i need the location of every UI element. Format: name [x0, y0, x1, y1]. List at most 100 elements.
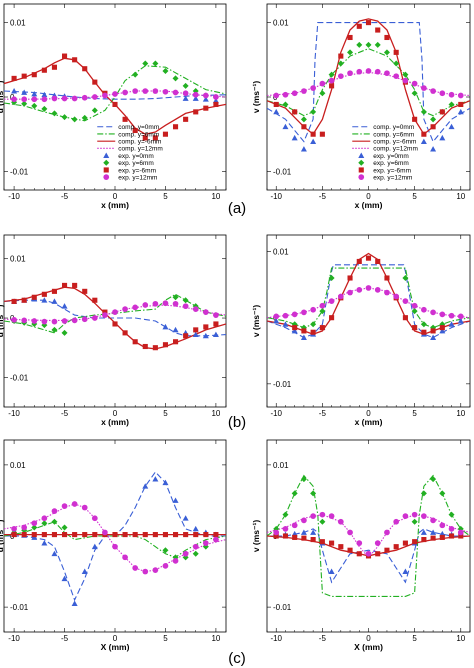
data-point-y0: [142, 483, 149, 489]
data-point-y12: [142, 568, 149, 575]
data-point-yminus6: [132, 532, 138, 538]
data-point-y0: [300, 529, 307, 535]
plot-frame: [3, 234, 227, 408]
x-axis-title: x (mm): [101, 417, 129, 427]
legend-marker-swatch: [358, 174, 365, 181]
legend-marker-swatch: [358, 152, 365, 158]
x-tick-label: 5: [163, 634, 168, 643]
data-point-y12: [310, 85, 316, 91]
data-point-yminus6: [356, 258, 362, 265]
data-point-y0: [328, 568, 335, 574]
data-point-y6: [411, 308, 418, 315]
data-point-yminus6: [122, 116, 128, 122]
data-point-yminus6: [393, 544, 399, 550]
legend-label: comp. y=12mm: [118, 146, 163, 153]
series-points-yminus6: [11, 532, 219, 538]
series-points-yminus6: [11, 53, 219, 141]
data-point-yminus6: [51, 288, 58, 294]
legend-marker-swatch: [103, 167, 109, 173]
data-point-yminus6: [193, 327, 199, 333]
data-point-y12: [319, 80, 326, 87]
data-point-yminus6: [292, 109, 298, 115]
data-point-y12: [213, 312, 219, 318]
data-point-y0: [430, 146, 437, 152]
x-tick-label: 0: [113, 634, 118, 643]
data-point-yminus6: [375, 258, 381, 265]
data-point-yminus6: [347, 34, 353, 41]
data-point-y12: [51, 508, 58, 514]
data-point-y0: [420, 529, 427, 535]
data-point-yminus6: [61, 53, 68, 59]
data-point-y0: [61, 303, 68, 309]
x-tick-label: -5: [61, 192, 69, 201]
data-point-y12: [356, 68, 363, 75]
data-point-y12: [301, 309, 307, 316]
data-point-y12: [273, 529, 280, 536]
plot-frame: [3, 3, 227, 191]
data-point-yminus6: [11, 75, 17, 81]
data-point-y12: [122, 89, 128, 96]
x-tick-label: -10: [270, 634, 282, 643]
panel-label-c: (c): [228, 650, 246, 667]
series-points-y0: [11, 88, 219, 104]
data-point-y12: [328, 77, 335, 84]
x-tick-label: 5: [412, 634, 417, 643]
y-tick-label: -0.01: [10, 373, 29, 382]
data-point-y12: [430, 309, 436, 316]
data-point-y6: [393, 60, 400, 67]
data-point-yminus6: [329, 83, 335, 89]
data-point-y6: [282, 511, 289, 518]
data-point-y12: [31, 520, 38, 527]
data-point-yminus6: [439, 325, 445, 331]
legend-label: exp. y=-6mm: [373, 167, 411, 174]
data-point-y12: [21, 524, 28, 531]
x-tick-label: 5: [163, 192, 168, 201]
legend-label: exp. y=12mm: [118, 174, 157, 181]
x-tick-label: -10: [270, 192, 282, 201]
data-point-y12: [365, 550, 372, 557]
series-points-y6: [273, 476, 464, 532]
data-point-yminus6: [310, 329, 316, 335]
data-point-yminus6: [162, 131, 169, 137]
data-point-yminus6: [41, 67, 47, 73]
data-point-y0: [310, 138, 317, 145]
data-point-y0: [430, 334, 437, 340]
data-point-yminus6: [384, 34, 390, 41]
data-point-y0: [212, 97, 219, 104]
series-line-y0: [267, 264, 470, 339]
data-point-y0: [51, 298, 58, 304]
data-point-y12: [337, 293, 344, 300]
data-point-y12: [41, 318, 48, 325]
x-tick-label: 10: [456, 634, 465, 643]
data-point-y12: [142, 88, 149, 94]
data-point-yminus6: [375, 551, 381, 557]
data-point-y12: [213, 94, 219, 100]
data-point-y12: [11, 316, 17, 323]
data-point-yminus6: [31, 294, 37, 300]
series-line-y0: [4, 299, 226, 337]
data-point-y12: [402, 513, 409, 519]
x-tick-label: 10: [456, 409, 465, 418]
data-point-y12: [439, 90, 446, 97]
data-point-y12: [301, 88, 307, 94]
data-point-yminus6: [112, 321, 118, 327]
data-point-yminus6: [11, 298, 17, 304]
data-point-yminus6: [292, 325, 298, 331]
data-point-yminus6: [21, 73, 27, 79]
data-point-y6: [411, 90, 418, 97]
series-line-y12: [267, 71, 470, 97]
data-point-yminus6: [319, 539, 325, 545]
x-tick-label: -5: [61, 409, 69, 418]
data-point-y12: [282, 91, 289, 98]
data-point-yminus6: [92, 297, 98, 303]
data-point-y0: [457, 108, 464, 115]
data-point-y12: [347, 70, 353, 77]
data-point-yminus6: [72, 532, 78, 538]
data-point-y0: [439, 134, 446, 141]
data-point-yminus6: [439, 109, 445, 115]
data-point-y0: [212, 331, 219, 338]
legend-label: exp. y=0mm: [373, 153, 409, 160]
x-axis-title: x (mm): [101, 200, 129, 210]
